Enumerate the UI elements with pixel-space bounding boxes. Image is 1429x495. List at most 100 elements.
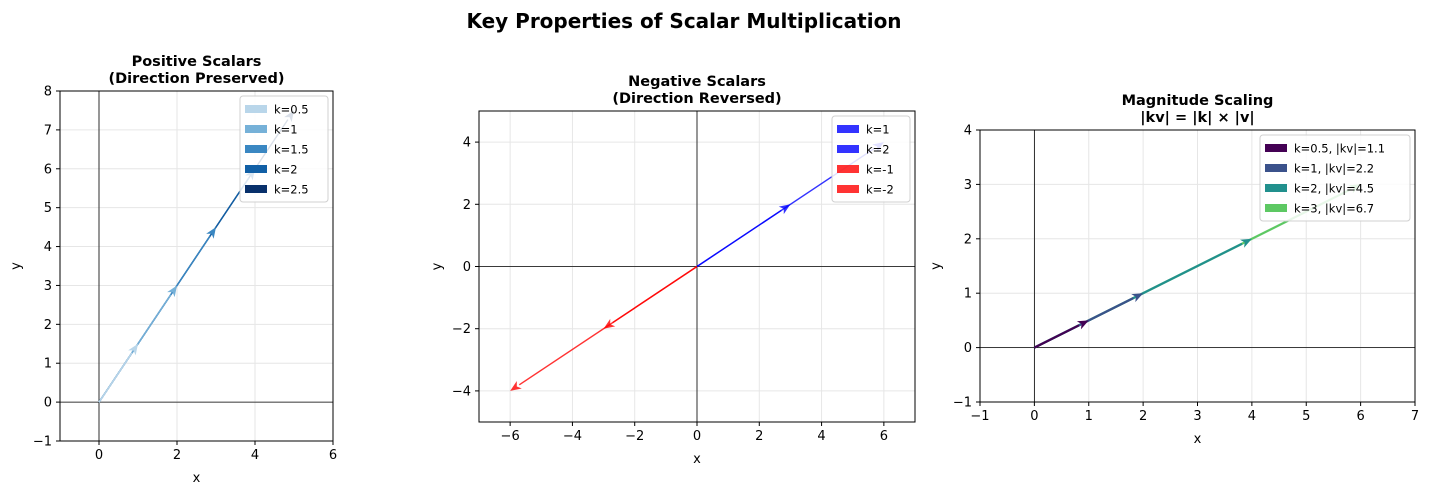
legend-label: k=1.5: [274, 143, 309, 157]
vector-head-k=1, |kv|=2.2: [1131, 293, 1144, 303]
x-tick-label: 4: [251, 448, 259, 463]
legend-label: k=2: [866, 143, 890, 157]
x-axis-label: x: [193, 471, 201, 486]
chart-panel-3: −1 0 1 2 3 4 5 6 7 −1 0 1 2 3 4 x y Magnitude Scaling|kv|…: [929, 93, 1419, 447]
x-tick-label: 5: [1302, 409, 1310, 424]
figure-title: Key Properties of Scalar Multiplication: [466, 9, 901, 33]
vector-head-k=1.5: [206, 227, 216, 239]
legend-swatch: [245, 145, 267, 153]
chart-panel-2: −6 −4 −2 0 2 4 6 −4 −2 0 2 4 x y Negative Scalars(Dire…: [430, 74, 916, 467]
panel-title-line: (Direction Preserved): [109, 71, 285, 87]
panel-title-line: Magnitude Scaling: [1122, 93, 1274, 109]
legend-swatch: [837, 165, 859, 173]
x-tick-label: 6: [880, 429, 888, 444]
x-tick-label: 0: [693, 429, 701, 444]
y-tick-label: −1: [953, 396, 972, 411]
y-tick-label: 6: [44, 162, 52, 177]
y-tick-label: 4: [964, 124, 972, 139]
legend-box: [1259, 134, 1411, 222]
x-tick-label: 2: [755, 429, 763, 444]
y-tick-label: 1: [964, 287, 972, 302]
vector-head-k=2, |kv|=4.5: [1240, 238, 1252, 248]
vector-shaft-k=0.5, |kv|=1.1: [1033, 324, 1080, 349]
x-tick-label: −4: [563, 429, 582, 444]
x-tick-label: 4: [1248, 409, 1256, 424]
x-axis-label: x: [693, 452, 701, 467]
y-tick-label: 4: [463, 136, 471, 151]
legend-label: k=0.5: [274, 103, 309, 117]
y-tick-label: 0: [964, 341, 972, 356]
y-tick-label: 8: [44, 85, 52, 100]
x-tick-label: −2: [625, 429, 644, 444]
x-tick-label: 7: [1411, 409, 1419, 424]
panel-title-line: Negative Scalars: [628, 74, 766, 90]
legend-swatch: [837, 185, 859, 193]
legend: k=0.5, |kv|=1.1 k=1, |kv|=2.2 k=2, |kv|=4.…: [1259, 134, 1411, 222]
x-tick-label: −6: [501, 429, 520, 444]
vector-head-k=-1: [603, 318, 616, 329]
vector-shaft-k=0.5: [98, 352, 133, 403]
legend-swatch: [1265, 144, 1287, 152]
y-tick-label: 2: [463, 198, 471, 213]
y-axis-label: y: [929, 262, 944, 270]
legend: k=0.5 k=1 k=1.5 k=2 k=2.5: [239, 95, 329, 203]
x-tick-label: 0: [95, 448, 103, 463]
legend-label: k=2.5: [274, 183, 309, 197]
x-tick-label: 2: [173, 448, 181, 463]
x-tick-label: 2: [1139, 409, 1147, 424]
y-tick-label: 4: [44, 240, 52, 255]
legend-swatch: [245, 105, 267, 113]
y-axis-label: y: [430, 262, 445, 270]
x-tick-label: 6: [1356, 409, 1364, 424]
vector-head-k=0.5: [128, 343, 138, 356]
legend-swatch: [245, 165, 267, 173]
x-tick-label: 0: [1030, 409, 1038, 424]
legend-label: k=-1: [866, 163, 894, 177]
legend-label: k=-2: [866, 183, 894, 197]
vector-shaft-k=1: [696, 209, 782, 268]
vector-head-k=1: [778, 204, 791, 215]
legend-label: k=0.5, |kv|=1.1: [1294, 142, 1385, 156]
x-axis-label: x: [1194, 432, 1202, 447]
vector-shaft-k=-1: [612, 265, 698, 324]
legend-swatch: [245, 125, 267, 133]
x-tick-label: 6: [329, 448, 337, 463]
y-tick-label: −2: [452, 322, 471, 337]
legend-label: k=1, |kv|=2.2: [1294, 162, 1374, 176]
legend-label: k=2, |kv|=4.5: [1294, 182, 1374, 196]
y-tick-label: 0: [463, 260, 471, 275]
y-tick-label: −4: [452, 384, 471, 399]
legend-swatch: [1265, 184, 1287, 192]
x-tick-label: −1: [970, 409, 989, 424]
legend-swatch: [1265, 164, 1287, 172]
legend: k=1 k=2 k=-1 k=-2: [831, 115, 911, 203]
panel-title-line: (Direction Reversed): [612, 91, 781, 107]
y-tick-label: 1: [44, 357, 52, 372]
vector-head-k=-2: [510, 381, 522, 391]
y-tick-label: 5: [44, 201, 52, 216]
y-axis-label: y: [9, 262, 24, 270]
legend-label: k=1: [274, 123, 298, 137]
y-tick-label: −1: [33, 435, 52, 450]
panel-title-line: |kv| = |k| × |v|: [1140, 110, 1254, 126]
vector-head-k=0.5, |kv|=1.1: [1076, 320, 1089, 330]
legend-box: [239, 95, 329, 203]
y-tick-label: 2: [44, 318, 52, 333]
y-tick-label: 3: [44, 279, 52, 294]
panel-title-line: Positive Scalars: [132, 54, 262, 70]
legend-swatch: [837, 125, 859, 133]
chart-panel-1: 0 2 4 6 −1 0 1 2 3 4 5 6 7 8 x y Positive Scalars(Direct…: [9, 54, 337, 486]
legend-label: k=3, |kv|=6.7: [1294, 202, 1374, 216]
legend-swatch: [837, 145, 859, 153]
plot-frame: [59, 90, 334, 442]
legend-label: k=2: [274, 163, 298, 177]
x-tick-label: 3: [1193, 409, 1201, 424]
x-tick-label: 4: [817, 429, 825, 444]
y-tick-label: 3: [964, 178, 972, 193]
y-tick-label: 7: [44, 123, 52, 138]
vector-head-k=1: [167, 285, 177, 298]
legend-swatch: [245, 185, 267, 193]
legend-label: k=1: [866, 123, 890, 137]
x-tick-label: 1: [1085, 409, 1093, 424]
